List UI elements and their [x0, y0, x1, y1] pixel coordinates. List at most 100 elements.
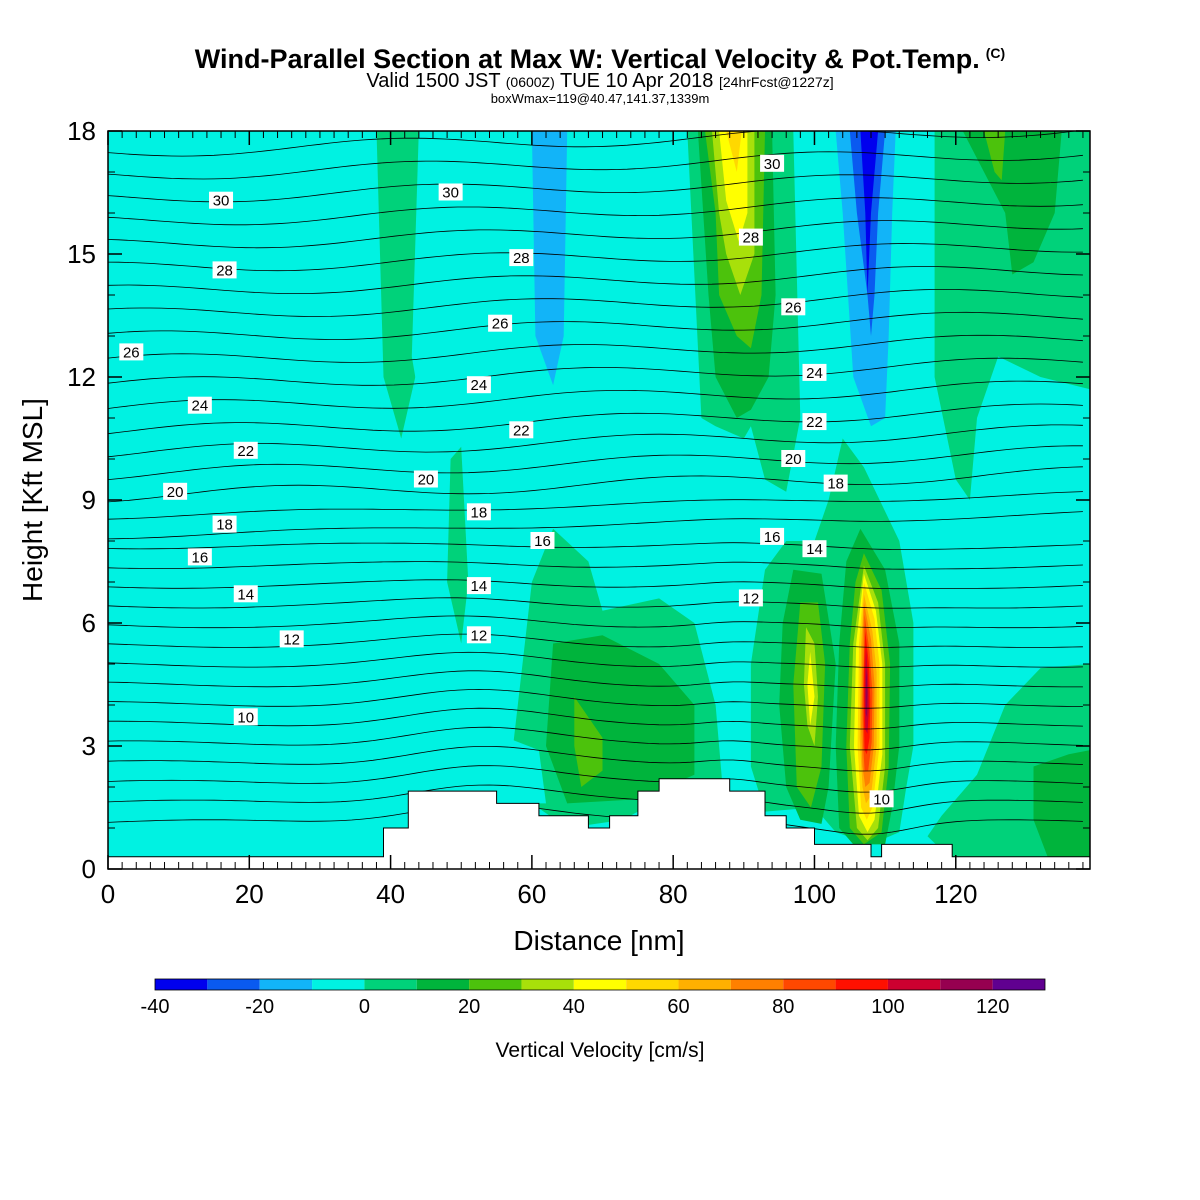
theta-label: 12 [466, 626, 491, 644]
theta-label-text: 22 [513, 422, 530, 439]
chart-title-text: Wind-Parallel Section at Max W: Vertical… [194, 44, 980, 74]
w-region [719, 131, 748, 242]
colorbar: -40 -20 0 20 40 60 80 100 120 Vertical Velocity [… [141, 978, 1046, 1062]
theta-contour [108, 726, 1083, 751]
theta-label-box [738, 228, 763, 246]
w-region [865, 668, 868, 718]
theta-label-text: 18 [216, 517, 233, 534]
chart-subtitle: Valid 1500 JST (0600Z) TUE 10 Apr 2018 [… [0, 70, 1200, 93]
theta-contour [108, 615, 1083, 629]
colorbar-label: Vertical Velocity [cm/s] [496, 1039, 705, 1062]
theta-contour [108, 542, 1083, 550]
theta-label-text: 24 [806, 365, 823, 382]
theta-label: 26 [119, 343, 144, 361]
theta-label: 24 [802, 363, 827, 382]
theta-label: 14 [233, 585, 258, 603]
x-axis-label: Distance [nm] [513, 925, 684, 956]
colorbar-tick-label: 100 [871, 996, 904, 1018]
theta-label: 16 [760, 527, 785, 546]
y-tick-label: 15 [67, 239, 96, 269]
theta-label-text: 20 [785, 451, 802, 468]
vertical-velocity-fill [108, 131, 1090, 869]
theta-label-box [466, 577, 491, 595]
theta-label: 22 [233, 441, 258, 460]
colorbar-swatch [207, 979, 260, 990]
theta-contour [108, 403, 1083, 435]
colorbar-swatch [312, 979, 365, 990]
w-region [1033, 750, 1090, 857]
w-region [860, 131, 879, 295]
theta-label-box [187, 396, 212, 414]
theta-contour [108, 670, 1083, 689]
theta-label-text: 28 [513, 250, 530, 267]
theta-contour [108, 220, 1083, 249]
theta-label-text: 18 [827, 476, 844, 493]
theta-contour [108, 334, 1083, 363]
theta-label-box [781, 298, 806, 316]
theta-label-box [760, 527, 785, 545]
theta-label: 30 [438, 183, 463, 202]
theta-label: 20 [413, 470, 438, 489]
theta-label-box [869, 790, 894, 808]
y-tick-label: 3 [82, 731, 96, 761]
subtitle-forecast: [24hrFcst@1227z] [718, 74, 834, 90]
y-axis-label: Height [Kft MSL] [17, 398, 48, 602]
theta-contour [108, 707, 1083, 730]
theta-label-box [466, 503, 491, 521]
theta-label: 12 [279, 630, 304, 648]
theta-contour [108, 288, 1083, 317]
theta-contour [108, 491, 1083, 520]
theta-label-text: 20 [418, 472, 435, 489]
colorbar-swatch [364, 979, 417, 990]
theta-label-box [509, 249, 534, 267]
w-region [726, 131, 742, 172]
chart-title: Wind-Parallel Section at Max W: Vertical… [0, 44, 1200, 75]
theta-contour [108, 380, 1083, 409]
theta-label-text: 28 [743, 230, 760, 247]
colorbar-swatch [259, 979, 313, 990]
w-region [984, 131, 1006, 181]
terrain-profile [107, 778, 1091, 870]
theta-label-text: 22 [806, 414, 823, 431]
theta-label: 26 [781, 298, 806, 316]
theta-label-text: 10 [237, 709, 254, 726]
theta-label: 18 [212, 515, 237, 534]
theta-contour [108, 466, 1083, 503]
terrain [107, 778, 1091, 870]
theta-label-text: 28 [216, 262, 233, 279]
colorbar-swatch [783, 979, 836, 990]
theta-label-text: 22 [237, 443, 254, 460]
x-tick-label: 80 [659, 879, 688, 909]
w-region [447, 446, 469, 644]
theta-label-text: 12 [743, 590, 760, 607]
subtitle-date: TUE 10 Apr 2018 [559, 70, 714, 92]
w-region [962, 131, 1062, 275]
title-mark: (C) [985, 45, 1006, 61]
theta-contour [108, 266, 1083, 294]
theta-label-box [209, 191, 234, 209]
colorbar-swatch [678, 979, 731, 990]
colorbar-swatch [573, 979, 627, 990]
theta-label-box [509, 421, 534, 439]
theta-label-box [738, 589, 763, 607]
y-tick-label: 0 [82, 854, 96, 884]
theta-contour [108, 784, 1083, 814]
colorbar-swatch [521, 979, 574, 990]
theta-label-text: 16 [764, 529, 781, 546]
theta-contours [108, 131, 1083, 835]
x-tick-label: 100 [793, 879, 836, 909]
theta-contour [108, 597, 1083, 609]
theta-contour [108, 445, 1083, 480]
theta-label: 22 [802, 413, 827, 431]
theta-contour [108, 424, 1083, 458]
subtitle-valid: Valid 1500 JST [366, 70, 501, 92]
colorbar-swatch [469, 979, 522, 990]
theta-label-text: 30 [764, 156, 781, 173]
theta-label-box [279, 630, 304, 648]
colorbar-swatch [155, 979, 208, 990]
y-tick-label: 6 [82, 608, 96, 638]
colorbar-swatch [992, 979, 1045, 990]
w-region [433, 696, 490, 792]
theta-label-text: 20 [167, 484, 184, 501]
